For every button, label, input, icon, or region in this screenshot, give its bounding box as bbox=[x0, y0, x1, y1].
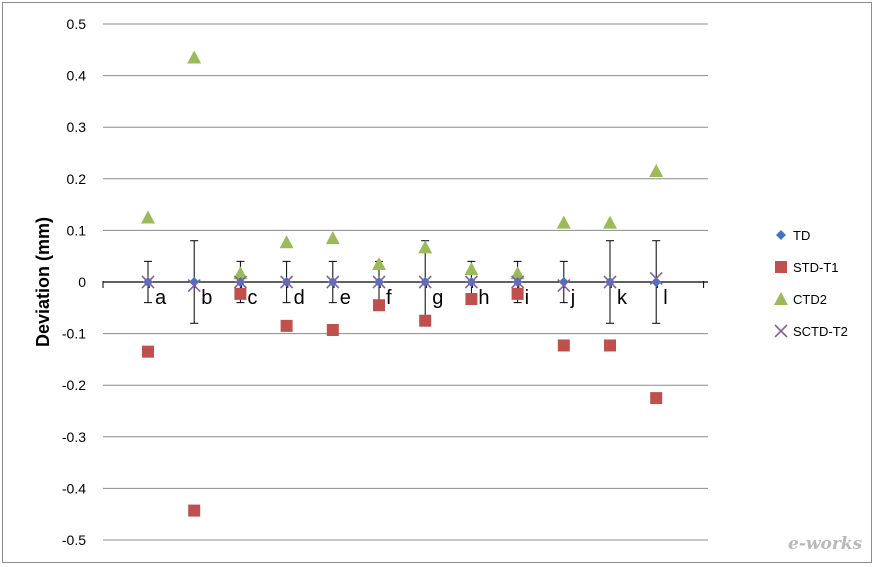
series-std-t1 bbox=[142, 287, 663, 517]
data-point bbox=[187, 279, 201, 293]
category-label: g bbox=[432, 287, 443, 309]
watermark-logo: e-works bbox=[788, 534, 863, 554]
category-label: b bbox=[201, 287, 212, 309]
legend-label: STD-T1 bbox=[793, 260, 839, 275]
legend-item: TD bbox=[776, 228, 810, 243]
category-label: k bbox=[617, 287, 628, 309]
data-point bbox=[603, 275, 617, 289]
legend-marker bbox=[775, 261, 787, 273]
category-label: e bbox=[340, 287, 351, 309]
legend-item: SCTD-T2 bbox=[774, 324, 848, 339]
data-point bbox=[649, 271, 663, 285]
data-point bbox=[651, 277, 662, 287]
data-point bbox=[649, 164, 664, 178]
data-point bbox=[189, 277, 200, 287]
legend-marker bbox=[776, 230, 786, 240]
category-label: c bbox=[247, 287, 257, 309]
category-label: a bbox=[155, 287, 167, 309]
y-axis-label: Deviation (mm) bbox=[33, 217, 53, 347]
data-point bbox=[372, 256, 386, 270]
category-label: l bbox=[663, 287, 667, 309]
data-point bbox=[326, 323, 339, 336]
y-tick-labels: 0.5 0.4 0.3 0.2 0.1 0 -0.1 -0.2 -0.3 -0.4 -0.5 bbox=[62, 16, 86, 548]
data-point bbox=[280, 275, 294, 289]
data-point bbox=[325, 231, 340, 245]
legend-item: CTD2 bbox=[774, 292, 827, 307]
data-point bbox=[372, 275, 386, 289]
y-tick-label: -0.1 bbox=[62, 326, 86, 342]
data-point bbox=[558, 277, 569, 287]
category-label: j bbox=[570, 287, 575, 309]
data-point bbox=[141, 210, 155, 224]
data-point bbox=[556, 215, 571, 229]
legend-marker bbox=[774, 292, 788, 305]
data-point bbox=[233, 275, 247, 289]
data-point bbox=[418, 240, 433, 254]
y-tick-label: 0 bbox=[78, 274, 86, 290]
data-point bbox=[233, 266, 248, 280]
data-point bbox=[510, 266, 525, 280]
data-point bbox=[511, 275, 525, 289]
legend-label: TD bbox=[793, 228, 810, 243]
data-point bbox=[557, 279, 571, 293]
data-markers bbox=[141, 50, 664, 517]
series-sctd-t2 bbox=[141, 271, 663, 293]
data-point bbox=[280, 319, 293, 332]
data-point bbox=[604, 339, 616, 352]
data-point bbox=[326, 275, 340, 289]
data-point bbox=[465, 293, 478, 306]
category-label: h bbox=[478, 287, 489, 309]
category-labels: a b c d e f g h i j k l bbox=[155, 287, 668, 309]
legend-label: SCTD-T2 bbox=[793, 324, 848, 339]
legend-item: STD-T1 bbox=[775, 260, 839, 275]
legend-marker bbox=[774, 324, 788, 338]
data-point bbox=[373, 299, 385, 312]
data-point bbox=[234, 287, 247, 300]
category-label: f bbox=[386, 287, 392, 309]
data-point bbox=[188, 504, 201, 517]
y-tick-label: 0.1 bbox=[67, 222, 87, 238]
y-tick-label: -0.2 bbox=[62, 377, 86, 393]
data-point bbox=[603, 215, 617, 229]
data-point bbox=[142, 345, 154, 358]
data-point bbox=[464, 262, 479, 276]
data-point bbox=[511, 287, 524, 300]
data-point bbox=[419, 314, 432, 327]
y-tick-label: -0.5 bbox=[62, 532, 86, 548]
y-tick-label: 0.2 bbox=[67, 171, 87, 187]
y-tick-label: -0.4 bbox=[62, 480, 86, 496]
y-tick-label: 0.4 bbox=[67, 68, 87, 84]
legend-label: CTD2 bbox=[793, 292, 827, 307]
series-ctd2 bbox=[141, 50, 664, 280]
data-point bbox=[141, 275, 155, 289]
y-tick-label: 0.3 bbox=[67, 119, 87, 135]
data-point bbox=[557, 339, 570, 352]
data-point bbox=[464, 275, 478, 289]
y-tick-label: -0.3 bbox=[62, 429, 86, 445]
data-point bbox=[650, 392, 663, 405]
data-point bbox=[418, 275, 432, 289]
y-tick-label: 0.5 bbox=[67, 16, 87, 32]
category-label: d bbox=[294, 287, 305, 309]
legend: TD STD-T1 CTD2 SCTD-T2 bbox=[774, 228, 848, 339]
data-point bbox=[187, 50, 202, 64]
data-point bbox=[279, 235, 294, 249]
category-label: i bbox=[525, 287, 529, 309]
grid-lines bbox=[103, 23, 708, 541]
